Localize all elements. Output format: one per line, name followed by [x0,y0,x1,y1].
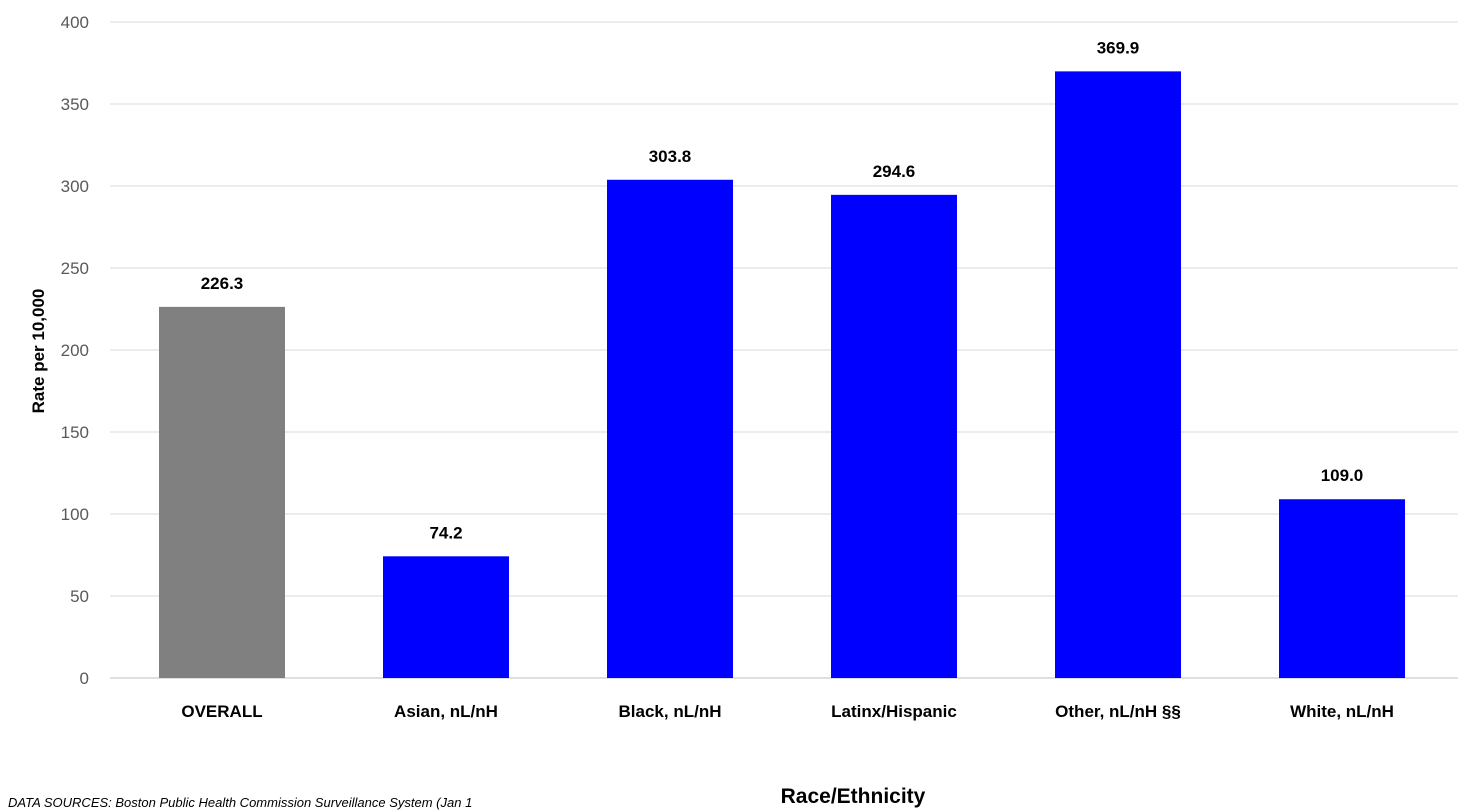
bar [1055,71,1181,678]
gridlines [110,21,1458,679]
x-category-label: OVERALL [181,702,262,721]
y-axis-ticks: 0 50 100 150 200 250 300 350 400 [61,13,89,688]
x-axis-title: Race/Ethnicity [781,785,926,808]
data-label: 109.0 [1321,466,1364,485]
data-label: 303.8 [649,147,692,166]
y-tick-label: 0 [80,669,89,688]
x-category-label: Asian, nL/nH [394,702,498,721]
x-category-label: Other, nL/nH §§ [1055,702,1181,721]
x-category-label: Latinx/Hispanic [831,702,957,721]
data-source-footnote: DATA SOURCES: Boston Public Health Commi… [8,795,472,810]
y-tick-label: 200 [61,341,89,360]
y-tick-label: 50 [70,587,89,606]
data-labels: 226.3 74.2 303.8 294.6 369.9 109.0 [201,38,1364,542]
x-category-label: White, nL/nH [1290,702,1394,721]
bar [831,194,957,678]
y-tick-label: 150 [61,423,89,442]
y-tick-label: 300 [61,177,89,196]
bar [159,306,285,678]
data-label: 369.9 [1097,38,1140,57]
bar [383,556,509,678]
bars [159,71,1405,678]
bar [607,179,733,678]
x-category-label: Black, nL/nH [619,702,722,721]
y-tick-label: 350 [61,95,89,114]
data-label: 226.3 [201,274,244,293]
y-tick-label: 400 [61,13,89,32]
bar [1279,499,1405,678]
y-axis-title: Rate per 10,000 [29,289,48,414]
data-label: 294.6 [873,162,916,181]
data-label: 74.2 [429,523,462,542]
y-tick-label: 250 [61,259,89,278]
x-axis-categories: OVERALL Asian, nL/nH Black, nL/nH Latinx/Hi… [181,702,1394,721]
y-tick-label: 100 [61,505,89,524]
